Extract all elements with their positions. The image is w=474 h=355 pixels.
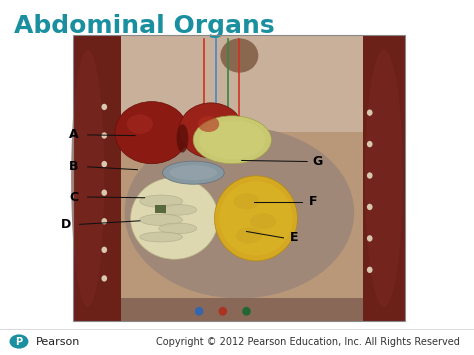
Ellipse shape	[163, 161, 224, 184]
Ellipse shape	[140, 214, 182, 225]
Ellipse shape	[242, 307, 251, 316]
Ellipse shape	[159, 204, 197, 215]
Ellipse shape	[236, 228, 262, 244]
Ellipse shape	[159, 223, 197, 234]
Text: Abdominal Organs: Abdominal Organs	[14, 14, 275, 38]
Text: Copyright © 2012 Pearson Education, Inc. All Rights Reserved: Copyright © 2012 Pearson Education, Inc.…	[156, 337, 460, 346]
Ellipse shape	[127, 114, 153, 134]
Ellipse shape	[140, 232, 182, 242]
FancyBboxPatch shape	[155, 205, 166, 213]
Ellipse shape	[367, 204, 373, 210]
Ellipse shape	[125, 127, 354, 299]
Circle shape	[9, 334, 28, 349]
Text: E: E	[290, 231, 298, 244]
Ellipse shape	[367, 109, 373, 116]
Text: F: F	[309, 195, 317, 208]
Ellipse shape	[365, 50, 403, 307]
Ellipse shape	[101, 161, 107, 167]
Ellipse shape	[101, 104, 107, 110]
Text: D: D	[61, 218, 72, 231]
Ellipse shape	[115, 102, 189, 164]
Ellipse shape	[199, 120, 265, 159]
FancyBboxPatch shape	[121, 299, 363, 321]
Ellipse shape	[367, 172, 373, 179]
FancyBboxPatch shape	[121, 132, 363, 318]
FancyBboxPatch shape	[73, 36, 121, 321]
Ellipse shape	[101, 275, 107, 282]
Ellipse shape	[170, 165, 217, 180]
Ellipse shape	[233, 193, 260, 209]
Ellipse shape	[176, 124, 189, 153]
Ellipse shape	[219, 181, 292, 256]
Text: P: P	[15, 337, 23, 346]
Ellipse shape	[130, 178, 218, 259]
Text: A: A	[69, 129, 78, 141]
Ellipse shape	[179, 103, 243, 158]
FancyBboxPatch shape	[121, 36, 363, 136]
Ellipse shape	[101, 247, 107, 253]
Ellipse shape	[101, 132, 107, 139]
Ellipse shape	[219, 307, 227, 316]
Ellipse shape	[220, 38, 258, 73]
Ellipse shape	[140, 195, 182, 207]
Ellipse shape	[71, 50, 104, 307]
Text: Pearson: Pearson	[36, 337, 80, 346]
Text: C: C	[69, 191, 78, 203]
Bar	[73, 36, 405, 321]
Ellipse shape	[367, 235, 373, 242]
Ellipse shape	[250, 213, 276, 229]
Ellipse shape	[101, 218, 107, 224]
Ellipse shape	[195, 307, 203, 316]
FancyBboxPatch shape	[363, 36, 405, 321]
Ellipse shape	[101, 190, 107, 196]
Ellipse shape	[198, 116, 219, 132]
Ellipse shape	[367, 141, 373, 147]
Ellipse shape	[214, 176, 298, 261]
Ellipse shape	[367, 267, 373, 273]
Ellipse shape	[193, 116, 271, 164]
Text: G: G	[312, 155, 323, 168]
FancyBboxPatch shape	[73, 36, 405, 321]
Text: B: B	[69, 160, 78, 173]
